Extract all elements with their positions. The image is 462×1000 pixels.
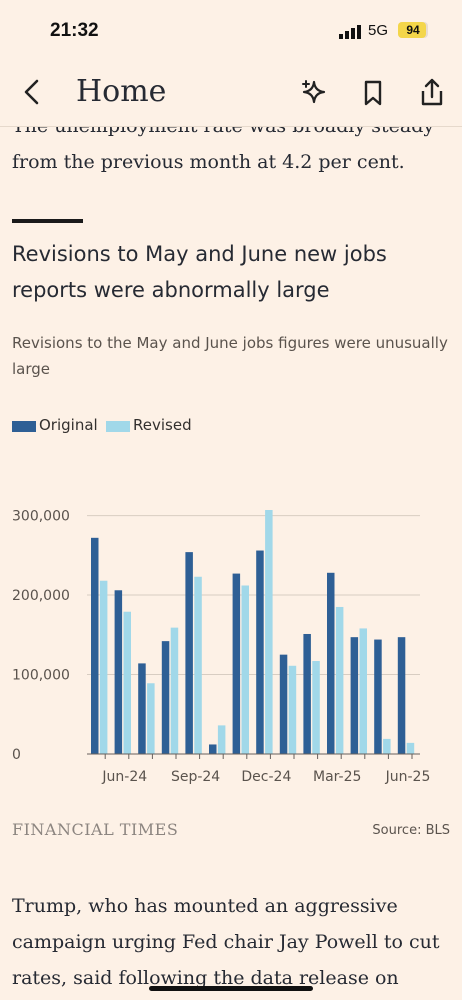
bar-original: [374, 639, 382, 754]
legend-label-original: Original: [39, 416, 98, 434]
bar-revised: [217, 725, 226, 754]
bar-original: [161, 641, 170, 754]
y-tick-label: 100,000: [12, 668, 70, 684]
x-tick-label: Sep-24: [171, 769, 220, 785]
chart-subtitle: Revisions to the May and June jobs figur…: [12, 334, 448, 378]
bar-original: [209, 744, 217, 754]
signal-icon: [339, 25, 361, 39]
network-type: 5G: [368, 22, 389, 39]
bar-original: [91, 537, 99, 754]
bar-revised: [383, 738, 391, 754]
bar-original: [279, 654, 288, 754]
nav-title: Home: [76, 74, 167, 109]
x-tick-label: Dec-24: [241, 769, 291, 785]
bar-chart: 0 100,000 200,000 300,000 Jun-24 Sep-24 Dec-24…: [12, 509, 431, 785]
figure-divider: [12, 219, 83, 223]
article-paragraph-next: Trump, who has mounted an aggressive cam…: [12, 895, 440, 989]
x-tick-label: Jun-24: [101, 769, 147, 785]
bar-revised: [194, 576, 202, 754]
battery-level: 94: [406, 23, 420, 37]
bar-original: [138, 663, 146, 754]
bar-original: [185, 552, 193, 754]
status-bar: 21:32 5G 94: [0, 0, 462, 60]
ft-brand-logo: FINANCIAL TIMES: [12, 820, 179, 839]
home-indicator: [149, 986, 313, 991]
chart-title: Revisions to May and June new jobs repor…: [12, 242, 387, 302]
chart-source: Source: BLS: [372, 823, 450, 838]
bar-revised: [406, 742, 415, 754]
sparkle-icon[interactable]: [300, 78, 328, 106]
nav-bar: Home: [0, 62, 462, 127]
bookmark-icon[interactable]: [362, 79, 384, 107]
back-chevron-icon[interactable]: [18, 76, 48, 108]
bar-revised: [335, 606, 344, 754]
bar-original: [397, 637, 406, 754]
bar-revised: [123, 611, 131, 754]
y-tick-label: 0: [12, 747, 21, 763]
y-tick-label: 200,000: [12, 588, 70, 604]
share-icon[interactable]: [418, 77, 446, 107]
bar-original: [327, 572, 335, 754]
bar-original: [303, 633, 311, 754]
battery-icon: 94: [398, 22, 428, 38]
legend-label-revised: Revised: [133, 416, 192, 434]
status-time: 21:32: [50, 20, 99, 41]
legend-swatch-revised: [106, 421, 130, 432]
bar-revised: [99, 580, 108, 754]
bar-original: [114, 590, 123, 754]
bar-original: [350, 637, 359, 754]
bar-revised: [170, 627, 179, 754]
y-tick-label: 300,000: [12, 509, 70, 525]
bar-revised: [312, 661, 320, 754]
x-tick-label: Mar-25: [313, 769, 361, 785]
bar-original: [232, 573, 241, 754]
bar-revised: [359, 628, 367, 754]
bar-original: [256, 550, 264, 754]
bar-revised: [147, 683, 155, 754]
legend-swatch-original: [12, 421, 36, 432]
bar-revised: [241, 585, 249, 754]
x-tick-label: Jun-25: [385, 769, 431, 785]
bar-revised: [288, 665, 297, 754]
bar-revised: [265, 510, 273, 754]
